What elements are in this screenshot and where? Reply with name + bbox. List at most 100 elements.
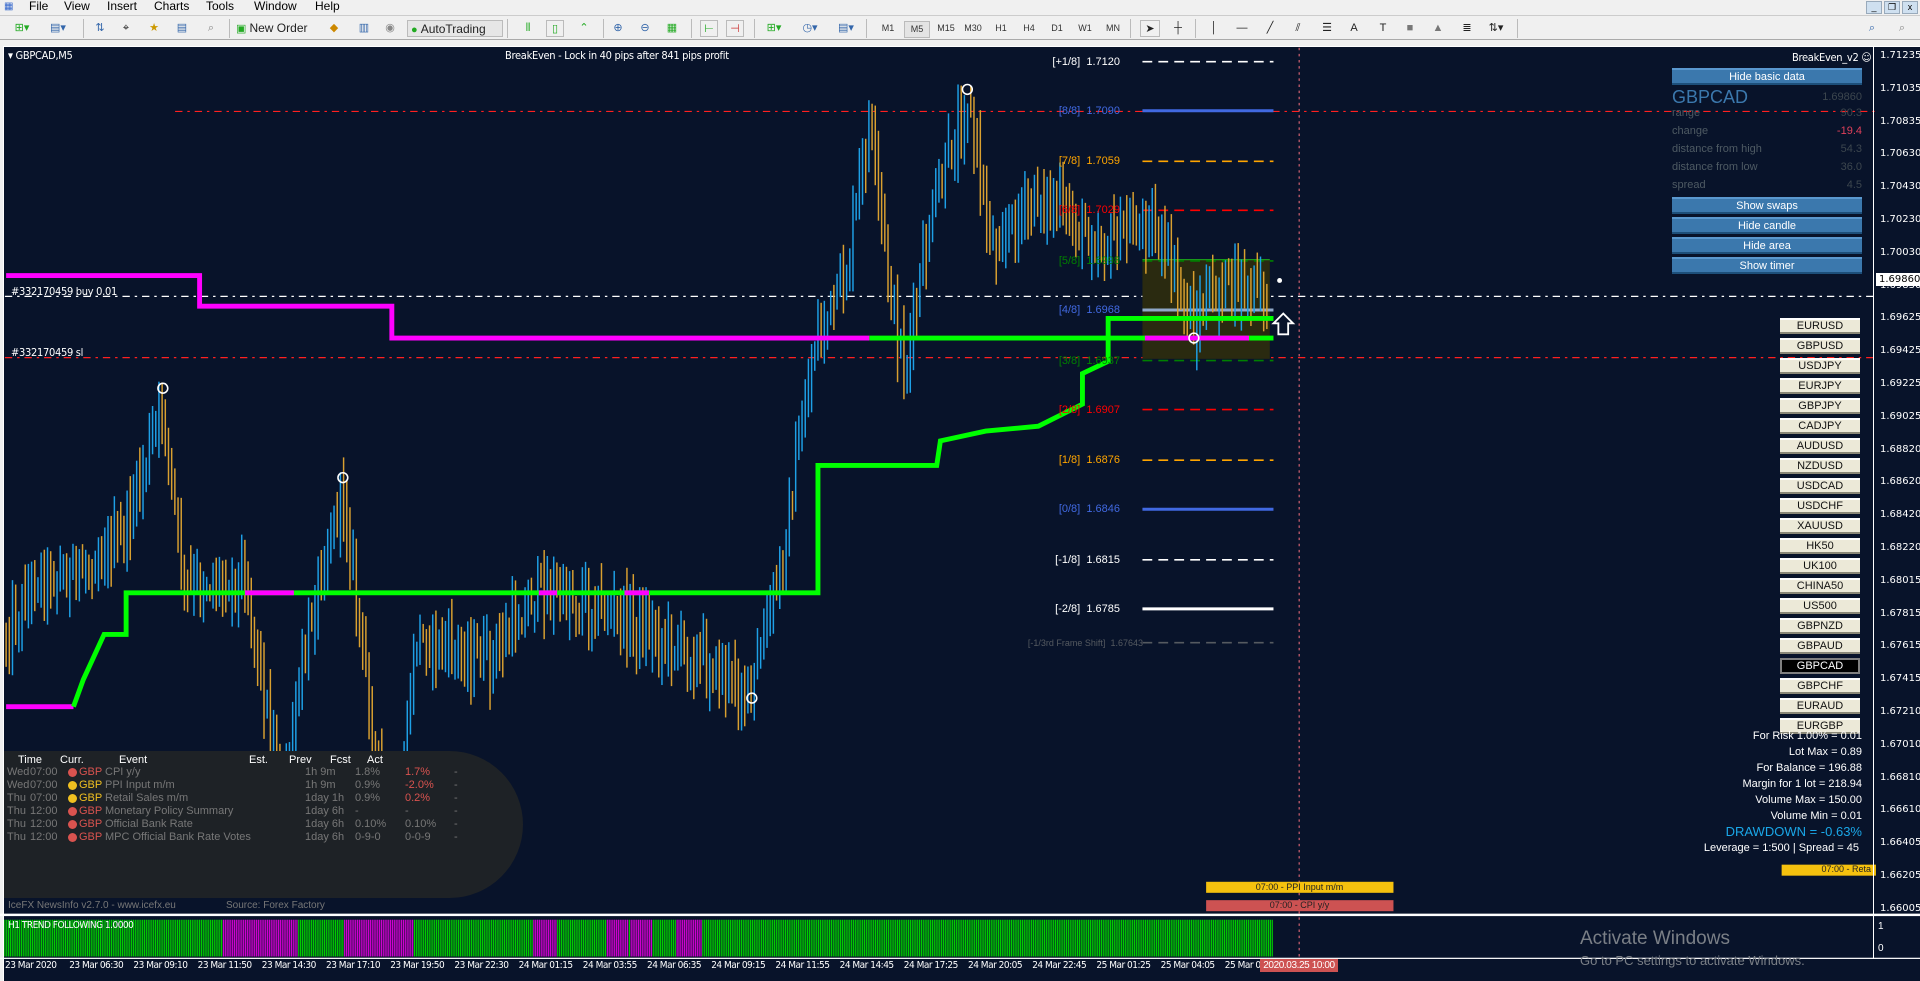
tile-windows-icon[interactable]: ▦ [666, 22, 678, 34]
cursor-icon[interactable]: ➤ [1140, 20, 1160, 37]
zoom-in-icon[interactable]: ⊕ [613, 22, 623, 34]
templates-icon[interactable]: ▤▾ [838, 22, 854, 34]
timeframe-h4[interactable]: H4 [1023, 23, 1035, 33]
menu-window[interactable]: Window [254, 0, 297, 13]
triangle-icon[interactable]: ▲ [1432, 22, 1444, 34]
new-order-button[interactable]: ▣ New Order [236, 21, 308, 35]
menu-help[interactable]: Help [315, 0, 340, 13]
text-icon[interactable]: A [1350, 22, 1358, 34]
news-row[interactable]: Thu 12:00 GBP Monetary Policy Summary 1day 6… [4, 805, 484, 818]
symbol-button-gbpcad[interactable]: GBPCAD [1780, 658, 1860, 674]
minimize-button[interactable]: _ [1866, 1, 1882, 14]
equidistant-channel-icon[interactable]: ⫽ [1295, 22, 1301, 34]
chart-shift-icon[interactable]: ⊢ [700, 20, 718, 37]
navigator-icon[interactable]: ★ [149, 22, 159, 34]
swing-point-marker [961, 83, 974, 96]
symbol-button-gbpjpy[interactable]: GBPJPY [1780, 398, 1860, 414]
hide-basic-data-button[interactable]: Hide basic data [1672, 68, 1862, 85]
rectangle-icon[interactable]: ■ [1406, 22, 1414, 34]
timeframe-m15[interactable]: M15 [937, 23, 955, 33]
show-timer-button[interactable]: Show timer [1672, 257, 1862, 274]
market-watch-icon[interactable]: ⇅ [95, 22, 105, 34]
time-axis-label: 23 Mar 11:50 [197, 960, 253, 971]
symbol-button-euraud[interactable]: EURAUD [1780, 698, 1860, 714]
fibonacci-fan-icon[interactable]: ≣ [1462, 22, 1472, 34]
timeframe-w1[interactable]: W1 [1078, 23, 1092, 33]
restore-button[interactable]: ❐ [1884, 1, 1900, 14]
line-chart-icon[interactable]: ⌃ [579, 22, 589, 34]
news-bar-ppi[interactable]: 07:00 - PPI Input m/m [1255, 882, 1344, 892]
symbol-button-cadjpy[interactable]: CADJPY [1780, 418, 1860, 434]
news-row[interactable]: Wed 07:00 GBP CPI y/y 1h 9m 1.8% 1.7% - [4, 766, 484, 779]
symbol-button-gbpchf[interactable]: GBPCHF [1780, 678, 1860, 694]
community-icon[interactable]: ⌕ [1898, 22, 1906, 34]
menu-view[interactable]: View [64, 0, 90, 13]
menu-file[interactable]: File [29, 0, 49, 13]
signals-icon[interactable]: ▥ [358, 22, 370, 34]
symbol-button-usdjpy[interactable]: USDJPY [1780, 358, 1860, 374]
symbol-button-china50[interactable]: CHINA50 [1780, 578, 1860, 594]
profiles-icon[interactable]: ▤▾ [50, 22, 66, 34]
periods-icon[interactable]: ◷▾ [802, 22, 818, 34]
new-chart-icon[interactable]: ⊞▾ [14, 22, 30, 34]
symbol-button-nzdusd[interactable]: NZDUSD [1780, 458, 1860, 474]
menu-insert[interactable]: Insert [107, 0, 138, 13]
symbol-button-usdchf[interactable]: USDCHF [1780, 498, 1860, 514]
close-button[interactable]: x [1902, 1, 1918, 14]
menu-charts[interactable]: Charts [154, 0, 190, 13]
trendline-icon[interactable]: ╱ [1266, 22, 1274, 34]
news-row[interactable]: Thu 12:00 GBP Official Bank Rate 1day 6h 0.10… [4, 818, 484, 831]
timeframe-m30[interactable]: M30 [964, 23, 982, 33]
symbol-button-gbpaud[interactable]: GBPAUD [1780, 638, 1860, 654]
timeframe-m5[interactable]: M5 [904, 21, 930, 38]
news-bar-retail[interactable]: 07:00 - Reta [1821, 864, 1871, 874]
news-bar-cpi[interactable]: 07:00 - CPI y/y [1269, 900, 1330, 910]
hide-area-button[interactable]: Hide area [1672, 237, 1862, 254]
news-row[interactable]: Wed 07:00 GBP PPI Input m/m 1h 9m 0.9% -2.0% - [4, 779, 484, 792]
symbol-button-eurusd[interactable]: EURUSD [1780, 318, 1860, 334]
timeframe-h1[interactable]: H1 [995, 23, 1007, 33]
symbol-button-eurjpy[interactable]: EURJPY [1780, 378, 1860, 394]
horizontal-line-icon[interactable]: — [1236, 22, 1248, 34]
arrows-icon[interactable]: ⇅▾ [1488, 22, 1504, 34]
candlestick-icon[interactable]: ▯ [546, 20, 564, 37]
symbol-button-gbpnzd[interactable]: GBPNZD [1780, 618, 1860, 634]
show-swaps-button[interactable]: Show swaps [1672, 197, 1862, 214]
news-row[interactable]: Thu 12:00 GBP MPC Official Bank Rate Votes 1… [4, 831, 484, 844]
symbol-button-uk100[interactable]: UK100 [1780, 558, 1860, 574]
symbol-button-xauusd[interactable]: XAUUSD [1780, 518, 1860, 534]
murrey-level-label: [+1/8] 1.7120 [1052, 55, 1120, 68]
news-row[interactable]: Thu 07:00 GBP Retail Sales m/m 1day 1h 0.9% 0.… [4, 792, 484, 805]
risk-info-line: Margin for 1 lot = 218.94 [1742, 778, 1862, 790]
bar-chart-icon[interactable]: ⫴ [525, 22, 531, 34]
timeframe-mn[interactable]: MN [1106, 23, 1120, 33]
terminal-icon[interactable]: ▤ [176, 22, 188, 34]
menu-tools[interactable]: Tools [206, 0, 235, 13]
symbol-button-hk50[interactable]: HK50 [1780, 538, 1860, 554]
symbol-button-audusd[interactable]: AUDUSD [1780, 438, 1860, 454]
price-axis-tick: 1.66005 [1880, 902, 1920, 914]
timeframe-m1[interactable]: M1 [881, 23, 895, 33]
news-curr: GBP [79, 805, 103, 817]
symbol-button-eurgbp[interactable]: EURGBP [1780, 718, 1860, 734]
zoom-out-icon[interactable]: ⊖ [640, 22, 650, 34]
symbol-button-usdcad[interactable]: USDCAD [1780, 478, 1860, 494]
symbol-button-us500[interactable]: US500 [1780, 598, 1860, 614]
strategy-tester-icon[interactable]: ⌕ [207, 22, 215, 34]
symbol-button-gbpusd[interactable]: GBPUSD [1780, 338, 1860, 354]
hide-candle-button[interactable]: Hide candle [1672, 217, 1862, 234]
news-fcst: - [405, 805, 409, 817]
search-icon[interactable]: ⌕ [1868, 22, 1876, 34]
indicators-icon[interactable]: ⊞▾ [766, 22, 782, 34]
metaeditor-icon[interactable]: ◆ [329, 22, 339, 34]
fibonacci-icon[interactable]: ☰ [1322, 22, 1332, 34]
autoscroll-icon[interactable]: ⊣ [726, 20, 744, 37]
vertical-line-icon[interactable]: │ [1210, 22, 1218, 34]
timeframe-d1[interactable]: D1 [1051, 23, 1063, 33]
market-icon[interactable]: ◉ [385, 22, 395, 34]
crosshair-icon[interactable]: ┼ [1174, 22, 1182, 34]
autotrading-button[interactable]: ● AutoTrading [407, 20, 503, 37]
data-window-icon[interactable]: ⌖ [122, 22, 130, 34]
text-label-icon[interactable]: T [1379, 22, 1387, 34]
